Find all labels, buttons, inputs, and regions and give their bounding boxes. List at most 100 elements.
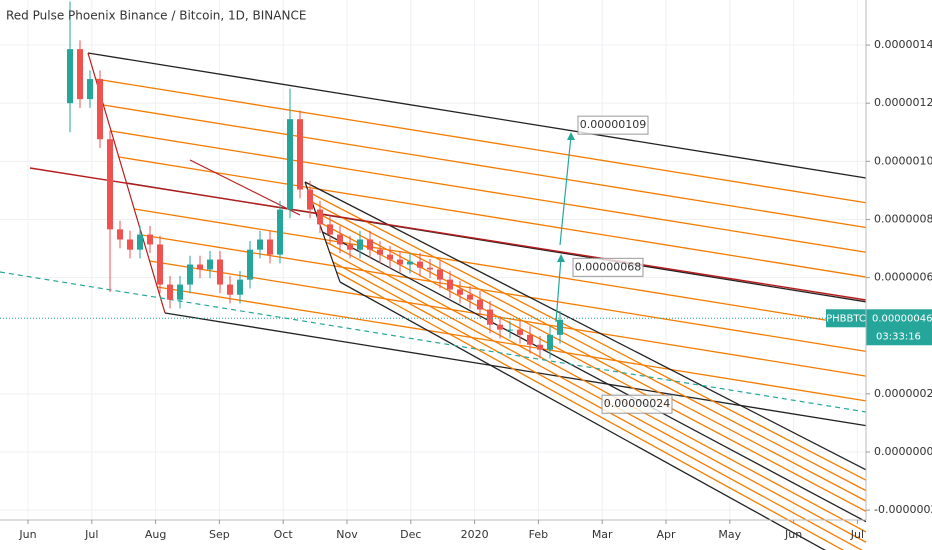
candle-body [447, 279, 453, 290]
candle-body [347, 244, 353, 250]
trend-line [95, 78, 867, 204]
candle-body [437, 269, 443, 280]
x-tick-label: Oct [274, 528, 294, 541]
trend-line [304, 181, 867, 471]
trend-line [110, 130, 867, 253]
trend-line [332, 261, 863, 550]
trend-line [103, 104, 867, 229]
candle-body [227, 284, 233, 295]
candle-body [507, 329, 513, 331]
candle-body [67, 49, 73, 104]
candle-body [537, 344, 543, 350]
candle-body [127, 239, 133, 250]
candle-body [477, 299, 483, 310]
candle-body [367, 239, 373, 250]
trend-line [325, 241, 867, 533]
candle-body [77, 49, 83, 100]
candle-body [487, 309, 493, 325]
candle-body [287, 119, 293, 210]
candle-body [237, 279, 243, 295]
trend-line [339, 281, 826, 550]
candle-body [377, 249, 383, 255]
trend-line [336, 271, 845, 550]
trend-line [157, 286, 867, 402]
x-tick-label: Jun [784, 528, 802, 541]
candle-body [257, 239, 263, 250]
trend-line [311, 201, 867, 492]
candle-body [167, 284, 173, 300]
candle-body [107, 139, 113, 230]
x-tick-label: Feb [529, 528, 548, 541]
candle-body [557, 319, 563, 335]
candle-body [327, 224, 333, 235]
candle-body [207, 259, 213, 270]
x-tick-label: Mar [592, 528, 613, 541]
candle-body [417, 261, 423, 268]
candle-body [117, 229, 123, 240]
trend-line [164, 312, 867, 427]
x-tick-label: Apr [656, 528, 676, 541]
candle-body [427, 267, 433, 270]
countdown: 03:33:16 [876, 331, 921, 342]
symbol-label: PHBBTC [826, 313, 866, 324]
price-tag [866, 309, 932, 346]
candle-body [277, 209, 283, 255]
annotation-box [577, 115, 649, 135]
trend-line [555, 257, 562, 323]
candle-body [157, 244, 163, 285]
annotation-label: 0.00000109 [580, 118, 646, 131]
chart-title: Red Pulse Phoenix Binance / Bitcoin, 1D,… [6, 9, 306, 23]
x-tick-label: May [718, 528, 741, 541]
candle-body [467, 294, 473, 300]
trend-line [329, 251, 867, 543]
trend-line [0, 271, 867, 413]
candle-body [357, 239, 363, 250]
trend-line [308, 191, 867, 481]
candles [67, 1, 563, 359]
annotation-label: 0.00000068 [575, 260, 641, 273]
trend-line [189, 159, 301, 216]
trend-line [559, 135, 572, 246]
overlay: 0.00000109 0.00000068 0.00000024 PHBBTC 0.00… [0, 115, 932, 414]
candle-body [187, 264, 193, 285]
x-tick-label: Jul [850, 528, 864, 541]
x-tick-label: Sep [209, 528, 230, 541]
trend-line [118, 156, 867, 278]
arrow-head [557, 254, 565, 262]
candle-body [517, 329, 523, 335]
annotation-box [601, 394, 673, 414]
candle-body [337, 234, 343, 245]
candle-body [407, 261, 413, 265]
candle-body [87, 79, 93, 100]
candle-body [137, 234, 143, 250]
x-tick-label: Jun [18, 528, 36, 541]
candle-body [527, 334, 533, 345]
arrow-head [567, 132, 575, 140]
candle-body [147, 234, 153, 245]
candle-body [247, 249, 253, 280]
x-tick-label: Nov [336, 528, 358, 541]
candle-body [497, 324, 503, 330]
symbol-tag [826, 309, 866, 328]
trend-line [87, 52, 867, 179]
x-tick-label: Aug [145, 528, 166, 541]
candle-body [197, 264, 203, 270]
trend-line [315, 211, 867, 502]
x-tick-label: Dec [400, 528, 421, 541]
trend-line [29, 167, 867, 301]
last-price-label: 0.00000046 [872, 313, 932, 324]
trend-line [134, 208, 867, 328]
x-tick-label: 2020 [461, 528, 489, 541]
annotation-label: 0.00000024 [604, 397, 670, 410]
candle-body [297, 119, 303, 190]
annotation-box [572, 257, 644, 277]
